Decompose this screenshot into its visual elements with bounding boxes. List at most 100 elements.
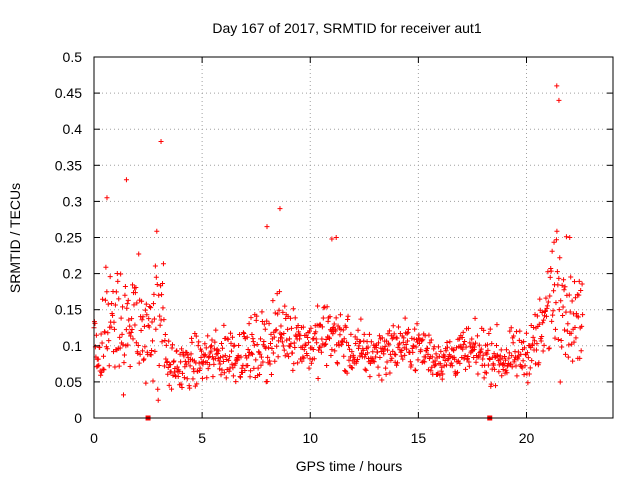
data-point	[579, 281, 585, 287]
data-point	[227, 354, 233, 360]
data-point	[566, 292, 572, 298]
data-point	[382, 343, 388, 349]
data-point	[390, 323, 396, 329]
data-point	[329, 347, 335, 353]
data-point	[207, 362, 213, 368]
data-point	[440, 371, 446, 377]
data-point	[219, 367, 225, 373]
data-point	[168, 362, 174, 368]
y-axis-label: SRMTID / TECUs	[7, 183, 23, 293]
data-point	[236, 343, 242, 349]
data-point	[364, 339, 370, 345]
data-point	[563, 309, 569, 315]
data-point	[550, 312, 556, 318]
data-point	[554, 228, 560, 234]
data-point	[394, 335, 400, 341]
y-tick-label: 0.1	[63, 338, 83, 354]
data-point	[146, 316, 152, 322]
data-point	[559, 344, 565, 350]
data-point	[368, 339, 374, 345]
data-point	[413, 368, 419, 374]
data-point	[100, 296, 106, 302]
data-point	[220, 359, 226, 365]
data-point	[155, 397, 161, 403]
data-point	[259, 319, 265, 325]
data-point	[313, 329, 319, 335]
data-point	[370, 358, 376, 364]
data-point	[111, 326, 117, 332]
x-tick-label: 15	[411, 430, 427, 446]
data-point	[508, 325, 514, 331]
data-point	[576, 278, 582, 284]
data-point	[324, 304, 330, 310]
data-point	[215, 355, 221, 361]
data-point	[291, 340, 297, 346]
data-point	[422, 333, 428, 339]
data-point	[541, 342, 547, 348]
data-point	[251, 342, 257, 348]
data-point	[142, 344, 148, 350]
data-point	[549, 248, 555, 254]
data-point	[131, 302, 137, 308]
data-point	[558, 298, 564, 304]
data-point	[433, 362, 439, 368]
data-point	[524, 350, 530, 356]
data-point	[310, 346, 316, 352]
data-point	[394, 362, 400, 368]
data-point	[510, 340, 516, 346]
data-point	[125, 297, 131, 303]
data-point	[437, 372, 443, 378]
data-point	[187, 363, 193, 369]
data-point	[301, 347, 307, 353]
data-point	[521, 372, 527, 378]
data-point	[141, 323, 147, 329]
data-point	[432, 363, 438, 369]
data-point	[540, 348, 546, 354]
data-point	[285, 326, 291, 332]
data-point	[163, 342, 169, 348]
data-point	[532, 361, 538, 367]
data-point	[217, 361, 223, 367]
data-point	[341, 336, 347, 342]
data-point	[280, 343, 286, 349]
data-point	[444, 344, 450, 350]
data-point	[324, 363, 330, 369]
data-point	[259, 309, 265, 315]
data-point	[200, 359, 206, 365]
data-point	[136, 251, 142, 257]
data-point	[484, 351, 490, 357]
data-point	[136, 360, 142, 366]
data-point	[426, 332, 432, 338]
data-point	[122, 284, 128, 290]
data-point	[305, 335, 311, 341]
data-point	[156, 363, 162, 369]
data-point	[506, 355, 512, 361]
data-point	[266, 321, 272, 327]
data-point	[491, 351, 497, 357]
data-point	[560, 304, 566, 310]
data-point	[311, 356, 317, 362]
y-tick-label: 0.45	[55, 85, 82, 101]
data-point	[230, 373, 236, 379]
data-point	[562, 284, 568, 290]
data-point	[217, 366, 223, 372]
data-point	[338, 326, 344, 332]
data-point	[555, 336, 561, 342]
data-point	[572, 295, 578, 301]
data-point	[100, 366, 106, 372]
data-point	[496, 369, 502, 375]
data-point	[355, 357, 361, 363]
data-point	[381, 351, 387, 357]
data-point	[254, 313, 260, 319]
data-point	[287, 343, 293, 349]
data-point	[258, 362, 264, 368]
data-point	[179, 384, 185, 390]
data-point	[237, 331, 243, 337]
data-point	[345, 313, 351, 319]
data-point	[104, 195, 110, 201]
data-point	[371, 359, 377, 365]
data-point	[578, 288, 584, 294]
data-point	[267, 361, 273, 367]
data-point	[193, 333, 199, 339]
data-point	[102, 329, 108, 335]
